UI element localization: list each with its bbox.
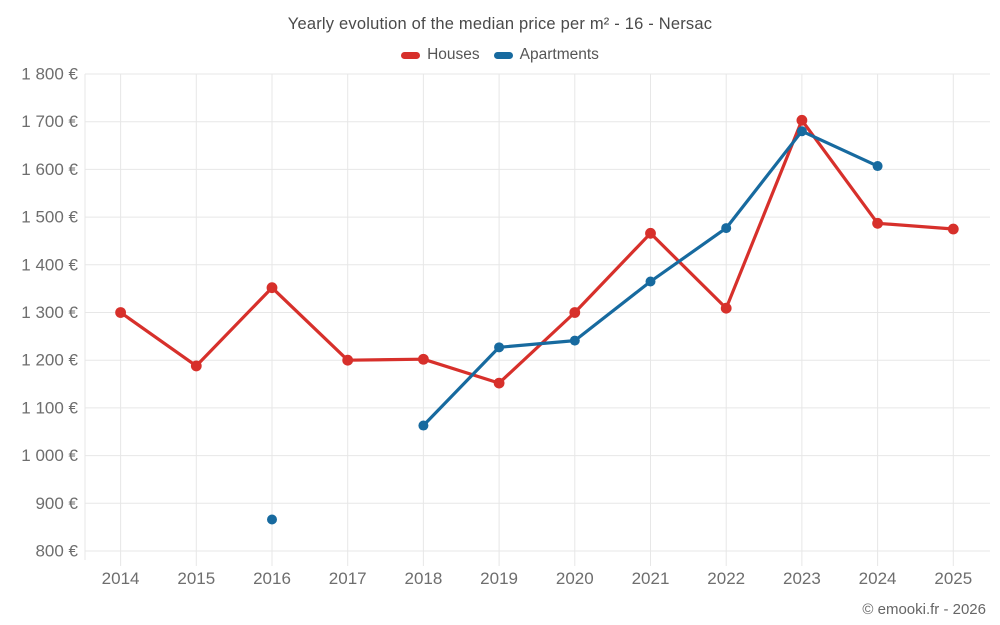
houses-data-point[interactable] (418, 353, 429, 365)
y-axis-tick-label: 1 800 € (21, 65, 78, 84)
x-axis-tick-label: 2019 (480, 569, 518, 588)
chart-legend: Houses Apartments (0, 46, 1000, 64)
x-axis-tick-label: 2018 (404, 569, 442, 588)
x-axis-tick-label: 2014 (102, 569, 140, 588)
legend-item-houses[interactable]: Houses (401, 46, 480, 64)
apartments-data-point[interactable] (645, 276, 656, 287)
y-axis-tick-label: 1 600 € (21, 160, 78, 179)
apartments-data-point[interactable] (796, 126, 807, 137)
houses-data-point[interactable] (947, 223, 959, 235)
houses-data-point[interactable] (342, 354, 354, 366)
y-axis-tick-label: 1 000 € (21, 446, 78, 465)
apartments-data-point[interactable] (418, 420, 429, 431)
houses-data-point[interactable] (569, 307, 581, 318)
apartments-data-point[interactable] (569, 335, 580, 346)
houses-data-point[interactable] (872, 217, 883, 229)
x-axis-tick-label: 2021 (632, 569, 670, 588)
x-axis-tick-label: 2025 (934, 569, 972, 588)
y-axis-tick-label: 1 300 € (21, 303, 78, 322)
houses-data-point[interactable] (796, 114, 808, 126)
legend-item-apartments[interactable]: Apartments (493, 46, 599, 64)
apartments-series-swatch-icon (493, 51, 513, 59)
legend-label-houses: Houses (427, 46, 480, 63)
x-axis-tick-label: 2022 (707, 569, 745, 588)
apartments-data-point[interactable] (267, 514, 277, 525)
apartments-data-point[interactable] (872, 161, 883, 172)
chart-title: Yearly evolution of the median price per… (287, 15, 713, 33)
x-axis-tick-label: 2023 (783, 569, 821, 588)
y-axis-tick-label: 1 400 € (21, 255, 78, 274)
y-axis-tick-label: 1 100 € (21, 398, 78, 417)
x-axis-tick-label: 2020 (556, 569, 594, 588)
houses-data-point[interactable] (190, 360, 202, 372)
apartments-data-point[interactable] (494, 342, 505, 353)
legend-label-apartments: Apartments (519, 46, 599, 63)
x-axis-tick-label: 2016 (253, 569, 291, 588)
y-axis-tick-label: 1 200 € (21, 351, 78, 370)
y-axis-tick-label: 1 700 € (21, 112, 78, 131)
x-axis-tick-label: 2015 (177, 569, 215, 588)
y-axis-tick-label: 1 500 € (21, 208, 78, 227)
apartments-data-point[interactable] (721, 223, 732, 234)
y-axis-tick-label: 900 € (35, 494, 78, 513)
x-axis-tick-label: 2017 (329, 569, 367, 588)
houses-data-point[interactable] (115, 307, 126, 318)
houses-data-point[interactable] (720, 302, 732, 314)
houses-data-point[interactable] (493, 377, 505, 389)
x-axis-tick-label: 2024 (859, 569, 897, 588)
y-axis-tick-label: 800 € (35, 542, 78, 561)
houses-data-point[interactable] (645, 227, 656, 239)
houses-data-point[interactable] (266, 282, 278, 294)
copyright-footer: © emooki.fr - 2026 (862, 601, 986, 618)
houses-series-swatch-icon (401, 51, 421, 59)
